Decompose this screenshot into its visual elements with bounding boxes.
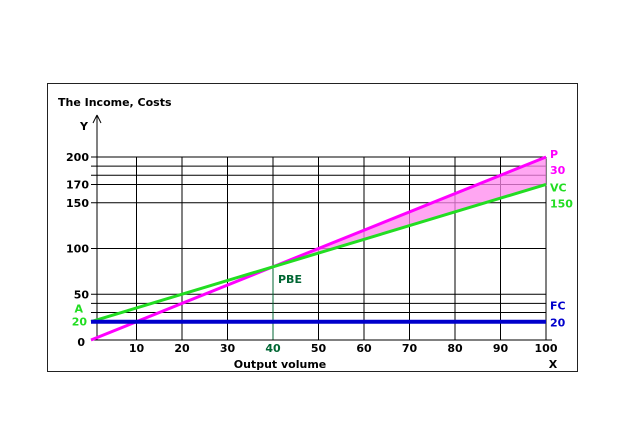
y-tick-label: 100 [66, 243, 89, 256]
x-tick-label: 20 [174, 342, 190, 355]
vc-start-value: 20 [72, 316, 88, 329]
x-tick-label: 90 [493, 342, 509, 355]
series-name-p: P [550, 148, 558, 161]
chart-title: The Income, Costs [58, 96, 172, 109]
origin-label: 0 [77, 336, 85, 349]
x-axis-label: Output volume [234, 358, 327, 371]
y-axis-arrow-right [96, 114, 102, 124]
chart-frame: 10 20 30 40 50 60 70 80 90 100 50 100 150 170 200 0 The … [47, 83, 578, 372]
x-tick-label: 10 [129, 342, 145, 355]
x-tick-label: 100 [535, 342, 558, 355]
y-tick-label: 150 [66, 197, 89, 210]
x-tick-label: 60 [356, 342, 372, 355]
x-tick-label: 50 [311, 342, 327, 355]
x-tick-label: 70 [402, 342, 418, 355]
y-axis-label: Y [79, 120, 89, 133]
vc-start-label: A [74, 303, 83, 316]
series-name-vc: VC [550, 181, 567, 194]
series-line-vc [90, 183, 547, 324]
series-name-fc: FC [550, 300, 566, 313]
series-line-p [90, 155, 547, 342]
series-end-value-fc: 20 [550, 317, 566, 330]
x-tick-label: 30 [220, 342, 236, 355]
x-tick-label: 40 [265, 342, 281, 355]
series-end-value-p: 30 [550, 164, 566, 177]
x-tick-label: 80 [447, 342, 463, 355]
break-even-label: PBE [278, 273, 302, 286]
y-tick-label: 200 [66, 151, 89, 164]
series-end-value-vc: 150 [550, 197, 573, 210]
y-axis-arrow-left [92, 114, 98, 124]
y-tick-label: 170 [66, 178, 89, 191]
y-tick-label: 50 [74, 288, 90, 301]
x-axis-end-label: X [549, 358, 558, 371]
break-even-chart: 10 20 30 40 50 60 70 80 90 100 50 100 150 170 200 0 The … [58, 96, 573, 371]
